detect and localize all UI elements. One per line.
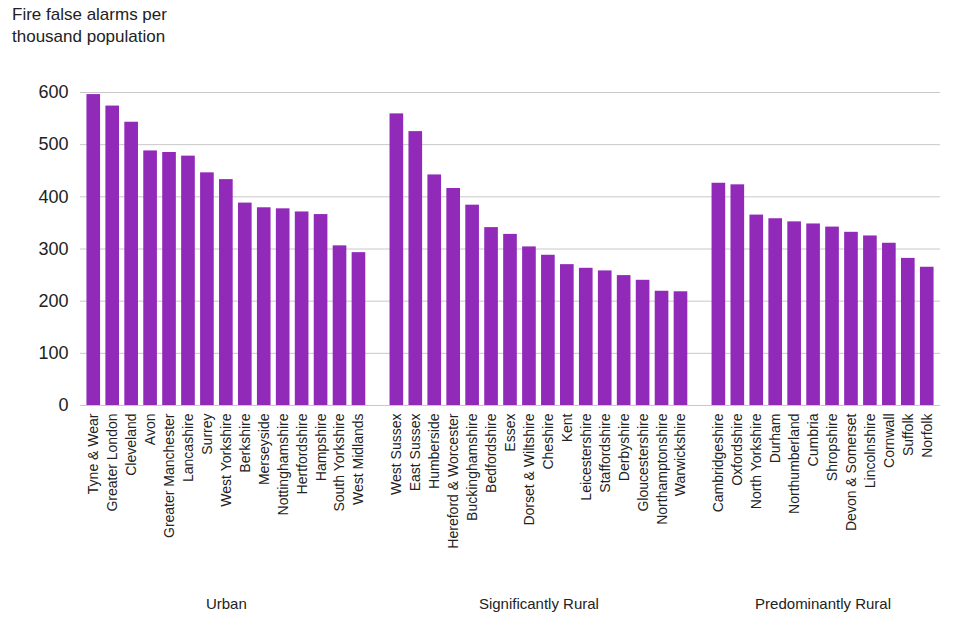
svg-text:600: 600 — [38, 82, 68, 102]
svg-text:Suffolk: Suffolk — [900, 413, 916, 457]
svg-text:Cumbria: Cumbria — [805, 413, 821, 466]
svg-text:Staffordshire: Staffordshire — [597, 413, 613, 492]
svg-text:Shropshire: Shropshire — [824, 413, 840, 481]
svg-text:Greater Manchester: Greater Manchester — [161, 413, 177, 538]
svg-text:Durham: Durham — [767, 414, 783, 464]
svg-text:400: 400 — [38, 187, 68, 207]
svg-text:Gloucestershire: Gloucestershire — [635, 413, 651, 511]
svg-text:300: 300 — [38, 239, 68, 259]
svg-text:0: 0 — [58, 395, 68, 415]
svg-text:South Yorkshire: South Yorkshire — [331, 413, 347, 511]
svg-text:Lancashire: Lancashire — [180, 413, 196, 482]
svg-text:West Sussex: West Sussex — [388, 414, 404, 495]
svg-text:Norfolk: Norfolk — [919, 413, 935, 458]
svg-text:Tyne & Wear: Tyne & Wear — [85, 413, 101, 494]
svg-text:Hampshire: Hampshire — [313, 413, 329, 481]
svg-text:Hereford & Worcester: Hereford & Worcester — [445, 413, 461, 548]
svg-text:Essex: Essex — [502, 414, 518, 452]
svg-text:East Sussex: East Sussex — [407, 414, 423, 492]
svg-text:Predominantly Rural: Predominantly Rural — [755, 595, 891, 612]
svg-text:Nottinghamshire: Nottinghamshire — [275, 413, 291, 515]
svg-text:Humberside: Humberside — [426, 413, 442, 489]
svg-text:Cornwall: Cornwall — [881, 414, 897, 468]
svg-text:Oxfordshire: Oxfordshire — [729, 413, 745, 486]
svg-text:Warwickshire: Warwickshire — [672, 413, 688, 496]
svg-text:Hertfordshire: Hertfordshire — [294, 413, 310, 494]
svg-text:Berkshire: Berkshire — [237, 413, 253, 472]
svg-text:Cleveland: Cleveland — [123, 414, 139, 476]
svg-text:Bedfordshire: Bedfordshire — [483, 413, 499, 493]
svg-text:Cambridgeshire: Cambridgeshire — [710, 413, 726, 512]
svg-text:Cheshire: Cheshire — [540, 413, 556, 469]
svg-text:Avon: Avon — [142, 414, 158, 446]
svg-text:Merseyside: Merseyside — [256, 413, 272, 485]
svg-text:200: 200 — [38, 291, 68, 311]
svg-text:West Yorkshire: West Yorkshire — [218, 413, 234, 506]
svg-text:West Midlands: West Midlands — [350, 414, 366, 506]
svg-text:Northamptonshire: Northamptonshire — [654, 413, 670, 524]
svg-text:100: 100 — [38, 343, 68, 363]
svg-text:Northumberland: Northumberland — [786, 414, 802, 514]
svg-text:North Yorkshire: North Yorkshire — [748, 413, 764, 509]
svg-text:Dorset & Wiltshire: Dorset & Wiltshire — [521, 413, 537, 525]
svg-text:Derbyshire: Derbyshire — [616, 413, 632, 481]
svg-text:500: 500 — [38, 134, 68, 154]
html-text:Fire false alarms per thousand: Fire false alarms per thousand populatio… — [12, 5, 167, 46]
svg-text:Leicestershire: Leicestershire — [578, 413, 594, 500]
svg-text:Significantly Rural: Significantly Rural — [479, 595, 599, 612]
svg-text:Devon & Somerset: Devon & Somerset — [843, 413, 859, 531]
svg-text:Urban: Urban — [206, 595, 247, 612]
svg-text:Kent: Kent — [559, 413, 575, 442]
svg-text:Surrey: Surrey — [199, 414, 215, 455]
svg-text:Buckinghamshire: Buckinghamshire — [464, 413, 480, 521]
svg-text:Lincolnshire: Lincolnshire — [862, 413, 878, 488]
svg-text:Greater London: Greater London — [104, 414, 120, 512]
